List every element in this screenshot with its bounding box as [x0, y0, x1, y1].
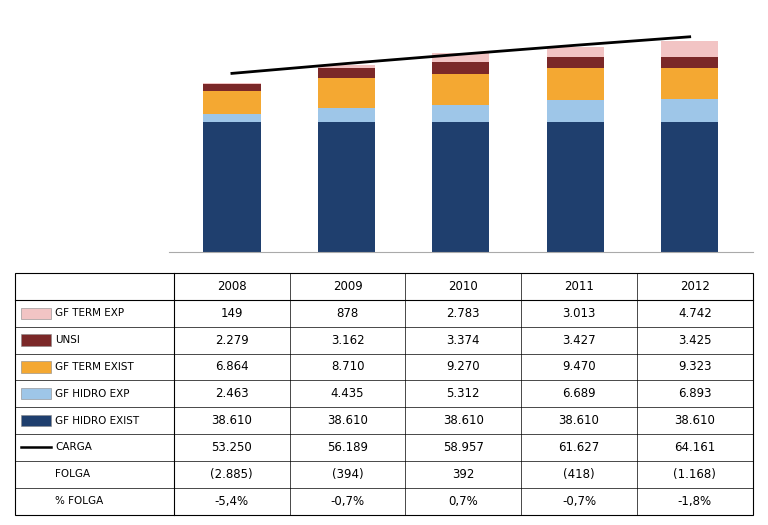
Text: 2009: 2009: [333, 280, 362, 293]
Text: UNSI: UNSI: [55, 335, 80, 345]
Text: -1,8%: -1,8%: [677, 495, 712, 508]
Bar: [204, 114, 260, 122]
Text: 0,7%: 0,7%: [449, 495, 478, 508]
Text: 38.610: 38.610: [211, 414, 252, 427]
Bar: [661, 41, 718, 57]
Bar: [204, 83, 260, 91]
Text: (2.885): (2.885): [210, 468, 253, 481]
Bar: [432, 104, 489, 122]
Text: CARGA: CARGA: [55, 443, 92, 453]
Bar: [204, 122, 260, 252]
Text: 3.013: 3.013: [562, 307, 596, 320]
Bar: [547, 47, 604, 57]
Bar: [318, 122, 375, 252]
Text: 38.610: 38.610: [443, 414, 484, 427]
Text: GF TERM EXP: GF TERM EXP: [55, 308, 124, 318]
Text: 9.323: 9.323: [678, 361, 711, 373]
Bar: [318, 68, 375, 78]
Text: 61.627: 61.627: [558, 441, 600, 454]
Text: 6.689: 6.689: [562, 387, 596, 400]
Text: GF HIDRO EXIST: GF HIDRO EXIST: [55, 416, 139, 426]
Text: 6.893: 6.893: [678, 387, 711, 400]
Bar: [547, 57, 604, 68]
Text: (394): (394): [332, 468, 363, 481]
Text: 38.610: 38.610: [674, 414, 715, 427]
Text: 2.783: 2.783: [446, 307, 480, 320]
Text: 2008: 2008: [217, 280, 247, 293]
Text: 2.463: 2.463: [215, 387, 249, 400]
Text: 38.610: 38.610: [327, 414, 368, 427]
Bar: [318, 78, 375, 108]
Bar: [661, 57, 718, 68]
Text: 9.470: 9.470: [562, 361, 596, 373]
Text: 4.435: 4.435: [331, 387, 364, 400]
Text: GF TERM EXIST: GF TERM EXIST: [55, 362, 134, 372]
Text: 878: 878: [336, 307, 359, 320]
Bar: [547, 68, 604, 100]
Text: 3.427: 3.427: [562, 333, 596, 346]
Text: 38.610: 38.610: [558, 414, 600, 427]
Bar: [661, 68, 718, 99]
Text: 3.374: 3.374: [446, 333, 480, 346]
Text: 9.270: 9.270: [446, 361, 480, 373]
Bar: [661, 122, 718, 252]
Text: 4.742: 4.742: [678, 307, 712, 320]
Text: 64.161: 64.161: [674, 441, 715, 454]
Text: 53.250: 53.250: [211, 441, 252, 454]
Bar: [432, 62, 489, 74]
Text: 5.312: 5.312: [446, 387, 480, 400]
Text: GF HIDRO EXP: GF HIDRO EXP: [55, 388, 130, 399]
Bar: [318, 108, 375, 122]
Text: 392: 392: [452, 468, 475, 481]
Bar: [22, 415, 51, 426]
Text: 2011: 2011: [564, 280, 594, 293]
Bar: [547, 100, 604, 122]
Text: 2010: 2010: [449, 280, 478, 293]
Text: % FOLGA: % FOLGA: [55, 496, 104, 506]
Bar: [22, 388, 51, 400]
Text: 3.425: 3.425: [678, 333, 711, 346]
Text: 3.162: 3.162: [331, 333, 364, 346]
Bar: [22, 308, 51, 319]
Text: (1.168): (1.168): [674, 468, 717, 481]
Text: 149: 149: [220, 307, 243, 320]
Bar: [22, 334, 51, 346]
Bar: [432, 74, 489, 104]
Text: 2.279: 2.279: [215, 333, 249, 346]
Bar: [204, 91, 260, 114]
Bar: [318, 65, 375, 68]
Text: (418): (418): [563, 468, 595, 481]
Bar: [22, 361, 51, 373]
Text: -0,7%: -0,7%: [562, 495, 596, 508]
Bar: [661, 99, 718, 122]
Bar: [432, 122, 489, 252]
Bar: [547, 122, 604, 252]
Text: -5,4%: -5,4%: [215, 495, 249, 508]
Text: 2012: 2012: [680, 280, 710, 293]
Text: 56.189: 56.189: [327, 441, 368, 454]
Text: 8.710: 8.710: [331, 361, 364, 373]
Text: -0,7%: -0,7%: [330, 495, 365, 508]
Bar: [432, 53, 489, 62]
Text: 6.864: 6.864: [215, 361, 249, 373]
Text: 58.957: 58.957: [443, 441, 484, 454]
Text: FOLGA: FOLGA: [55, 469, 91, 479]
